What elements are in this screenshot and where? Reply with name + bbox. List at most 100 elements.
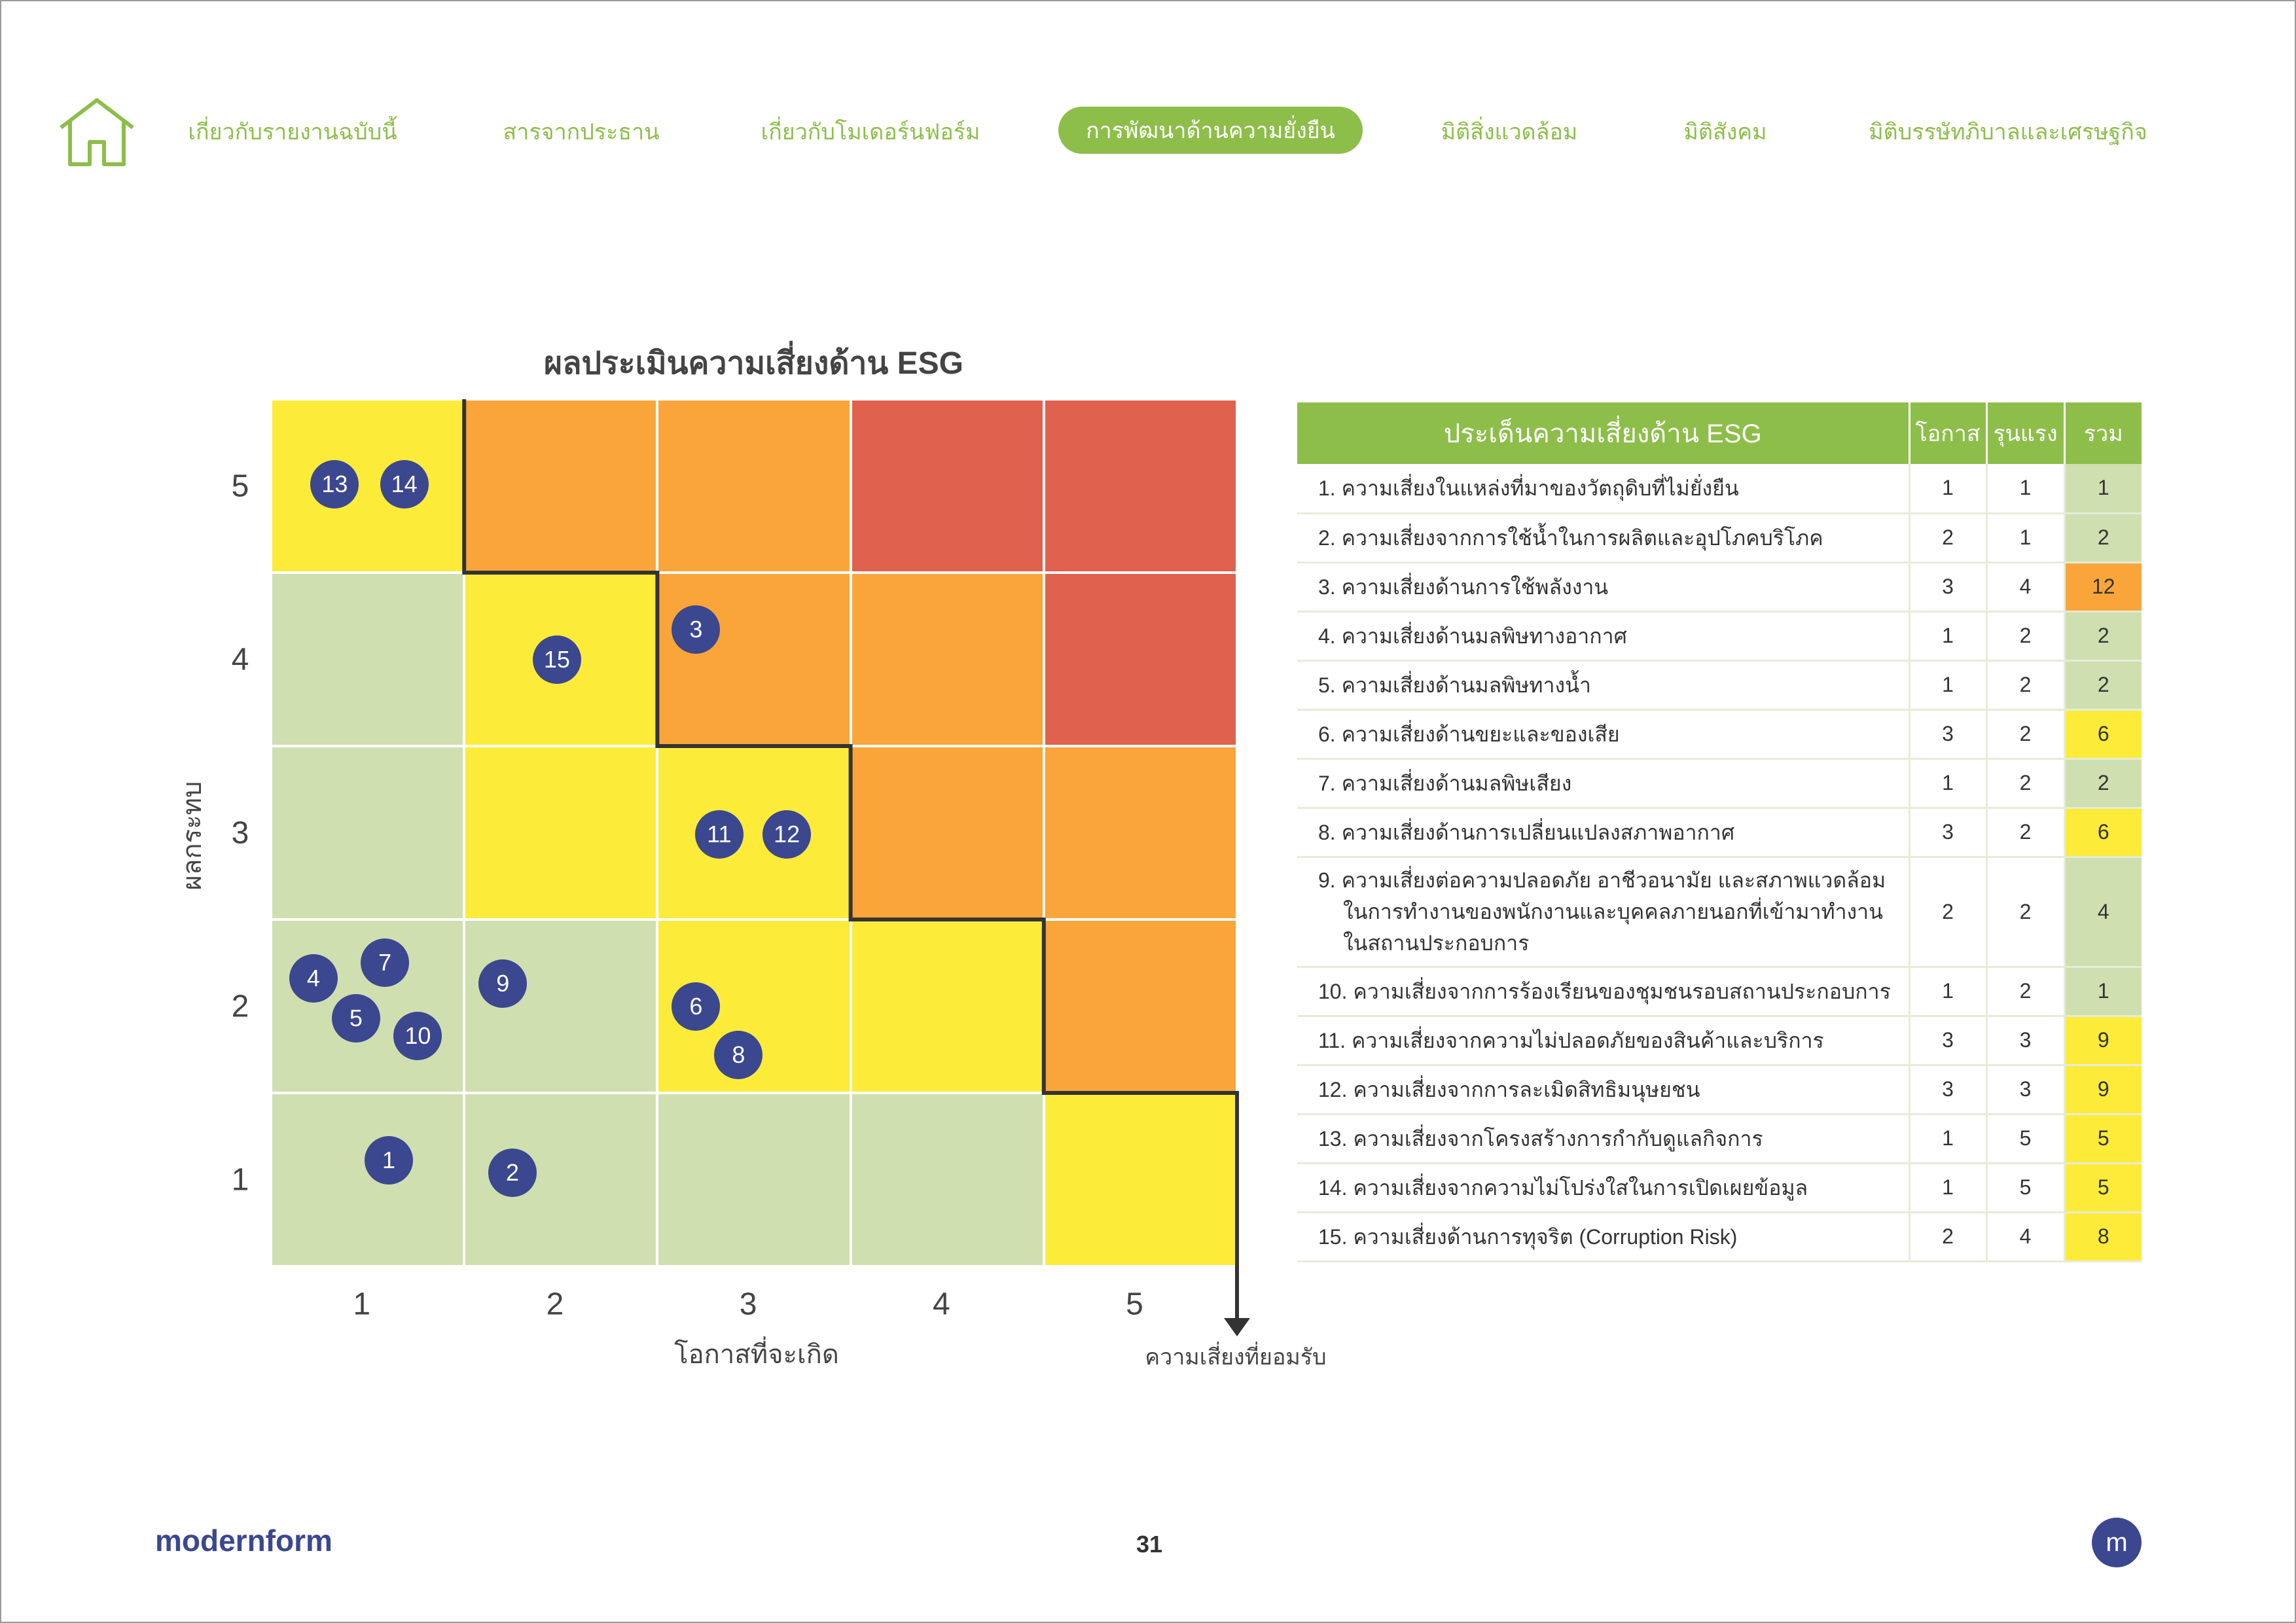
risk-name-line: 7. ความเสี่ยงด้านมลพิษเสียง	[1318, 771, 1572, 795]
nav-item-3[interactable]: เกี่ยวกับโมเดอร์นฟอร์ม	[761, 120, 980, 145]
risk-bubble-15: 15	[532, 635, 581, 684]
matrix-cell-3-1	[657, 1093, 851, 1266]
home-button[interactable]	[57, 96, 137, 168]
likelihood-cell: 3	[1908, 1065, 1986, 1115]
likelihood-cell: 2	[1908, 1212, 1986, 1262]
total-cell: 2	[2063, 513, 2142, 563]
table-row: 11. ความเสี่ยงจากความไม่ปลอดภัยของสินค้า…	[1297, 1016, 2142, 1066]
risk-name: 8. ความเสี่ยงด้านการเปลี่ยนแปลงสภาพอากาศ	[1297, 808, 1909, 858]
severity-cell: 1	[1985, 513, 2064, 563]
severity-cell: 2	[1985, 709, 2064, 760]
header-total: รวม	[2063, 402, 2142, 464]
risk-name-line: 11. ความเสี่ยงจากความไม่ปลอดภัยของสินค้า…	[1318, 1028, 1824, 1052]
risk-name-line: 3. ความเสี่ยงด้านการใช้พลังงาน	[1318, 575, 1609, 599]
table-row: 9. ความเสี่ยงต่อความปลอดภัย อาชีวอนามัย …	[1297, 857, 2142, 968]
x-tick: 2	[546, 1287, 564, 1322]
risk-bubble-7: 7	[361, 938, 410, 988]
risk-name-line: 14. ความเสี่ยงจากความไม่โปร่งใสในการเปิด…	[1318, 1175, 1808, 1200]
total-cell: 12	[2063, 562, 2142, 613]
risk-name-line: 13. ความเสี่ยงจากโครงสร้างการกำกับดูแลกิ…	[1318, 1126, 1763, 1150]
total-cell: 6	[2063, 808, 2142, 858]
total-cell: 2	[2063, 758, 2142, 809]
nav-item-5[interactable]: มิติสิ่งแวดล้อม	[1441, 120, 1578, 145]
likelihood-cell: 1	[1908, 611, 1986, 662]
nav-item-2[interactable]: สารจากประธาน	[503, 120, 660, 145]
matrix-cell-3-4	[657, 573, 851, 746]
total-cell: 6	[2063, 709, 2142, 760]
risk-name: 4. ความเสี่ยงด้านมลพิษทางอากาศ	[1297, 611, 1909, 662]
severity-cell: 1	[1985, 464, 2064, 514]
risk-bubble-10: 10	[393, 1011, 442, 1060]
table-row: 4. ความเสี่ยงด้านมลพิษทางอากาศ 1 2 2	[1297, 611, 2142, 662]
risk-name-line: 10. ความเสี่ยงจากการร้องเรียนของชุมชนรอบ…	[1318, 979, 1891, 1003]
severity-cell: 2	[1985, 967, 2064, 1017]
risk-name: 13. ความเสี่ยงจากโครงสร้างการกำกับดูแลกิ…	[1297, 1114, 1909, 1164]
nav-item-4[interactable]: การพัฒนาด้านความยั่งยืน	[1058, 107, 1363, 154]
risk-name-line: ในสถานประกอบการ	[1343, 931, 1530, 955]
total-cell: 2	[2063, 611, 2142, 662]
total-cell: 1	[2063, 464, 2142, 514]
risk-name: 12. ความเสี่ยงจากการละเมิดสิทธิมนุษยชน	[1297, 1065, 1909, 1115]
y-axis-title: ผลกระทบ	[178, 781, 207, 891]
nav-item-6[interactable]: มิติสังคม	[1683, 120, 1767, 145]
matrix-cell-2-5	[464, 399, 658, 573]
risk-name: 9. ความเสี่ยงต่อความปลอดภัย อาชีวอนามัย …	[1297, 857, 1909, 968]
likelihood-cell: 1	[1908, 1114, 1986, 1164]
risk-name-line: 12. ความเสี่ยงจากการละเมิดสิทธิมนุษยชน	[1318, 1077, 1700, 1101]
risk-name-line: 1. ความเสี่ยงในแหล่งที่มาของวัตถุดิบที่ไ…	[1318, 476, 1739, 500]
nav-item-1[interactable]: เกี่ยวกับรายงานฉบับนี้	[188, 120, 397, 145]
severity-cell: 2	[1985, 758, 2064, 809]
total-cell: 5	[2063, 1163, 2142, 1213]
likelihood-cell: 1	[1908, 464, 1986, 514]
matrix-cell-4-5	[850, 399, 1044, 573]
matrix-cell-2-3	[464, 746, 658, 919]
risk-name: 14. ความเสี่ยงจากความไม่โปร่งใสในการเปิด…	[1297, 1163, 1909, 1213]
risk-bubble-13: 13	[310, 459, 359, 508]
nav-item-7[interactable]: มิติบรรษัทภิบาลและเศรษฐกิจ	[1869, 120, 2147, 145]
risk-bubble-11: 11	[694, 810, 744, 859]
severity-cell: 4	[1985, 1212, 2064, 1262]
risk-name-line: 6. ความเสี่ยงด้านขยะและของเสีย	[1318, 722, 1620, 746]
brand-logo: modernform	[155, 1524, 332, 1558]
severity-cell: 2	[1985, 660, 2064, 711]
table-row: 2. ความเสี่ยงจากการใช้น้ำในการผลิตและอุป…	[1297, 513, 2142, 563]
table-row: 6. ความเสี่ยงด้านขยะและของเสีย 3 2 6	[1297, 709, 2142, 760]
risk-bubble-1: 1	[365, 1136, 414, 1185]
severity-cell: 3	[1985, 1016, 2064, 1066]
table-row: 1. ความเสี่ยงในแหล่งที่มาของวัตถุดิบที่ไ…	[1297, 464, 2142, 514]
table-row: 8. ความเสี่ยงด้านการเปลี่ยนแปลงสภาพอากาศ…	[1297, 808, 2142, 858]
table-row: 12. ความเสี่ยงจากการละเมิดสิทธิมนุษยชน 3 3…	[1297, 1065, 2142, 1115]
likelihood-cell: 1	[1908, 1163, 1986, 1213]
matrix-cell-1-5	[271, 399, 465, 573]
risk-name: 6. ความเสี่ยงด้านขยะและของเสีย	[1297, 709, 1909, 760]
severity-cell: 3	[1985, 1065, 2064, 1115]
x-tick: 5	[1126, 1287, 1143, 1322]
total-cell: 4	[2063, 857, 2142, 968]
risk-name-line: 8. ความเสี่ยงด้านการเปลี่ยนแปลงสภาพอากาศ	[1318, 820, 1735, 844]
risk-bubble-5: 5	[331, 994, 380, 1043]
table-row: 3. ความเสี่ยงด้านการใช้พลังงาน 3 4 12	[1297, 562, 2142, 613]
likelihood-cell: 3	[1908, 709, 1986, 760]
risk-name: 7. ความเสี่ยงด้านมลพิษเสียง	[1297, 758, 1909, 809]
risk-name-line: 5. ความเสี่ยงด้านมลพิษทางน้ำ	[1318, 673, 1591, 697]
matrix-cell-5-4	[1043, 573, 1237, 746]
y-tick: 4	[231, 642, 249, 677]
risk-name-line: 15. ความเสี่ยงด้านการทุจริต (Corruption …	[1318, 1224, 1738, 1249]
risk-name-line: 4. ความเสี่ยงด้านมลพิษทางอากาศ	[1318, 624, 1627, 648]
likelihood-cell: 1	[1908, 758, 1986, 809]
matrix-cell-5-2	[1043, 919, 1237, 1093]
table-row: 10. ความเสี่ยงจากการร้องเรียนของชุมชนรอบ…	[1297, 967, 2142, 1017]
total-cell: 5	[2063, 1114, 2142, 1164]
matrix-cell-5-1	[1043, 1093, 1237, 1266]
total-cell: 8	[2063, 1212, 2142, 1262]
page-number: 31	[1136, 1531, 1163, 1558]
logo-mark-icon[interactable]: m	[2092, 1518, 2142, 1567]
risk-name: 11. ความเสี่ยงจากความไม่ปลอดภัยของสินค้า…	[1297, 1016, 1909, 1066]
risk-bubble-12: 12	[762, 810, 812, 859]
home-icon	[60, 98, 134, 166]
risk-name: 5. ความเสี่ยงด้านมลพิษทางน้ำ	[1297, 660, 1909, 711]
appetite-line	[462, 399, 1239, 1323]
likelihood-cell: 2	[1908, 857, 1986, 968]
chart-title: ผลประเมินความเสี่ยงด้าน ESG	[544, 346, 963, 381]
